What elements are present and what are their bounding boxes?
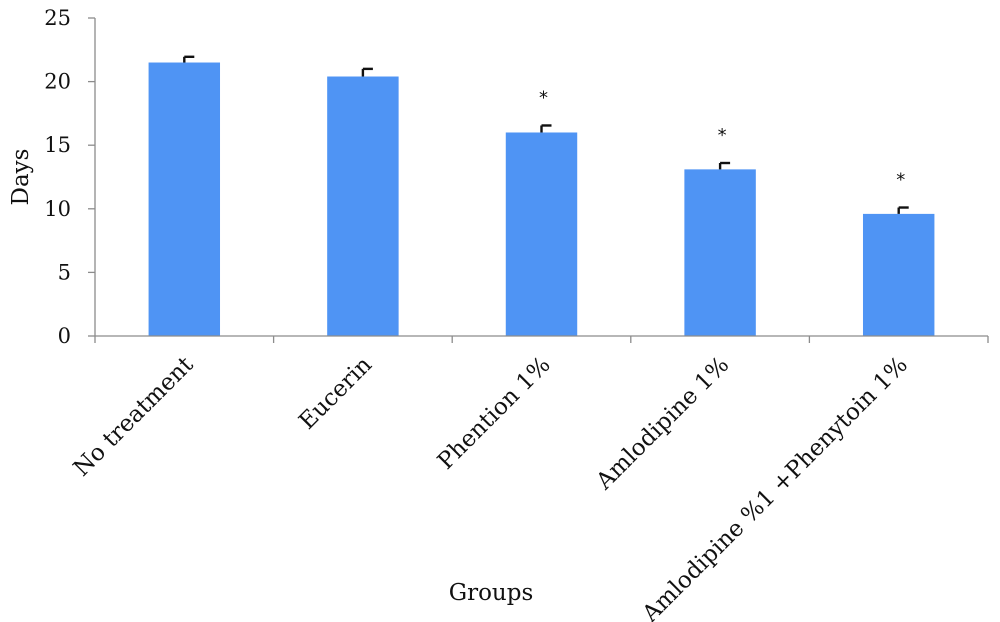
x-category-label: No treatment (69, 351, 199, 481)
y-tick-label: 15 (44, 133, 71, 157)
bar (327, 76, 399, 337)
y-axis-title: Days (8, 149, 34, 206)
x-axis-ticks (94, 336, 989, 343)
x-axis-title: Groups (449, 580, 534, 606)
bar (862, 213, 935, 336)
y-tick-label: 20 (44, 70, 71, 94)
x-category-label: Eucerin (294, 352, 377, 435)
significance-asterisk: * (718, 125, 727, 146)
y-tick-label: 0 (58, 324, 71, 348)
y-tick-label: 5 (58, 260, 71, 284)
x-category-label: Phention 1% (433, 352, 556, 475)
y-tick-label: 10 (44, 197, 71, 221)
significance-asterisk: * (896, 170, 905, 191)
bar (684, 169, 756, 336)
x-category-label: Amlodipine 1% (591, 352, 735, 496)
y-tick-label: 25 (44, 6, 71, 30)
significance-markers: * * * (539, 87, 905, 190)
error-bars (183, 55, 909, 214)
significance-asterisk: * (539, 87, 548, 108)
bars (148, 62, 935, 337)
y-axis-ticks: 0 5 10 15 20 25 (44, 6, 95, 348)
bar (148, 62, 221, 337)
bar (505, 132, 578, 336)
